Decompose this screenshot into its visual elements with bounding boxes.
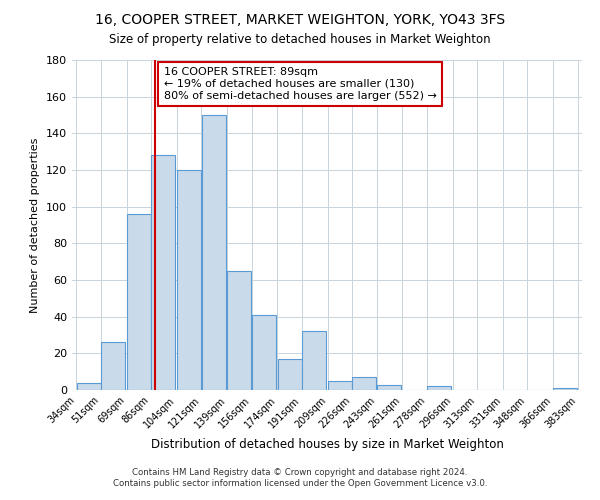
Bar	[127, 214, 151, 390]
Text: 16, COOPER STREET, MARKET WEIGHTON, YORK, YO43 3FS: 16, COOPER STREET, MARKET WEIGHTON, YORK…	[95, 12, 505, 26]
Text: Contains HM Land Registry data © Crown copyright and database right 2024.
Contai: Contains HM Land Registry data © Crown c…	[113, 468, 487, 487]
Bar	[227, 271, 251, 390]
Y-axis label: Number of detached properties: Number of detached properties	[31, 138, 40, 312]
Bar	[352, 377, 376, 390]
X-axis label: Distribution of detached houses by size in Market Weighton: Distribution of detached houses by size …	[151, 438, 503, 451]
Bar	[77, 382, 101, 390]
Bar	[202, 115, 226, 390]
Bar	[252, 315, 276, 390]
Bar	[553, 388, 577, 390]
Bar	[427, 386, 451, 390]
Bar	[278, 359, 302, 390]
Text: Size of property relative to detached houses in Market Weighton: Size of property relative to detached ho…	[109, 32, 491, 46]
Bar	[328, 381, 352, 390]
Bar	[177, 170, 201, 390]
Bar	[151, 156, 175, 390]
Bar	[377, 384, 401, 390]
Bar	[302, 332, 326, 390]
Text: 16 COOPER STREET: 89sqm
← 19% of detached houses are smaller (130)
80% of semi-d: 16 COOPER STREET: 89sqm ← 19% of detache…	[164, 68, 437, 100]
Bar	[101, 342, 125, 390]
